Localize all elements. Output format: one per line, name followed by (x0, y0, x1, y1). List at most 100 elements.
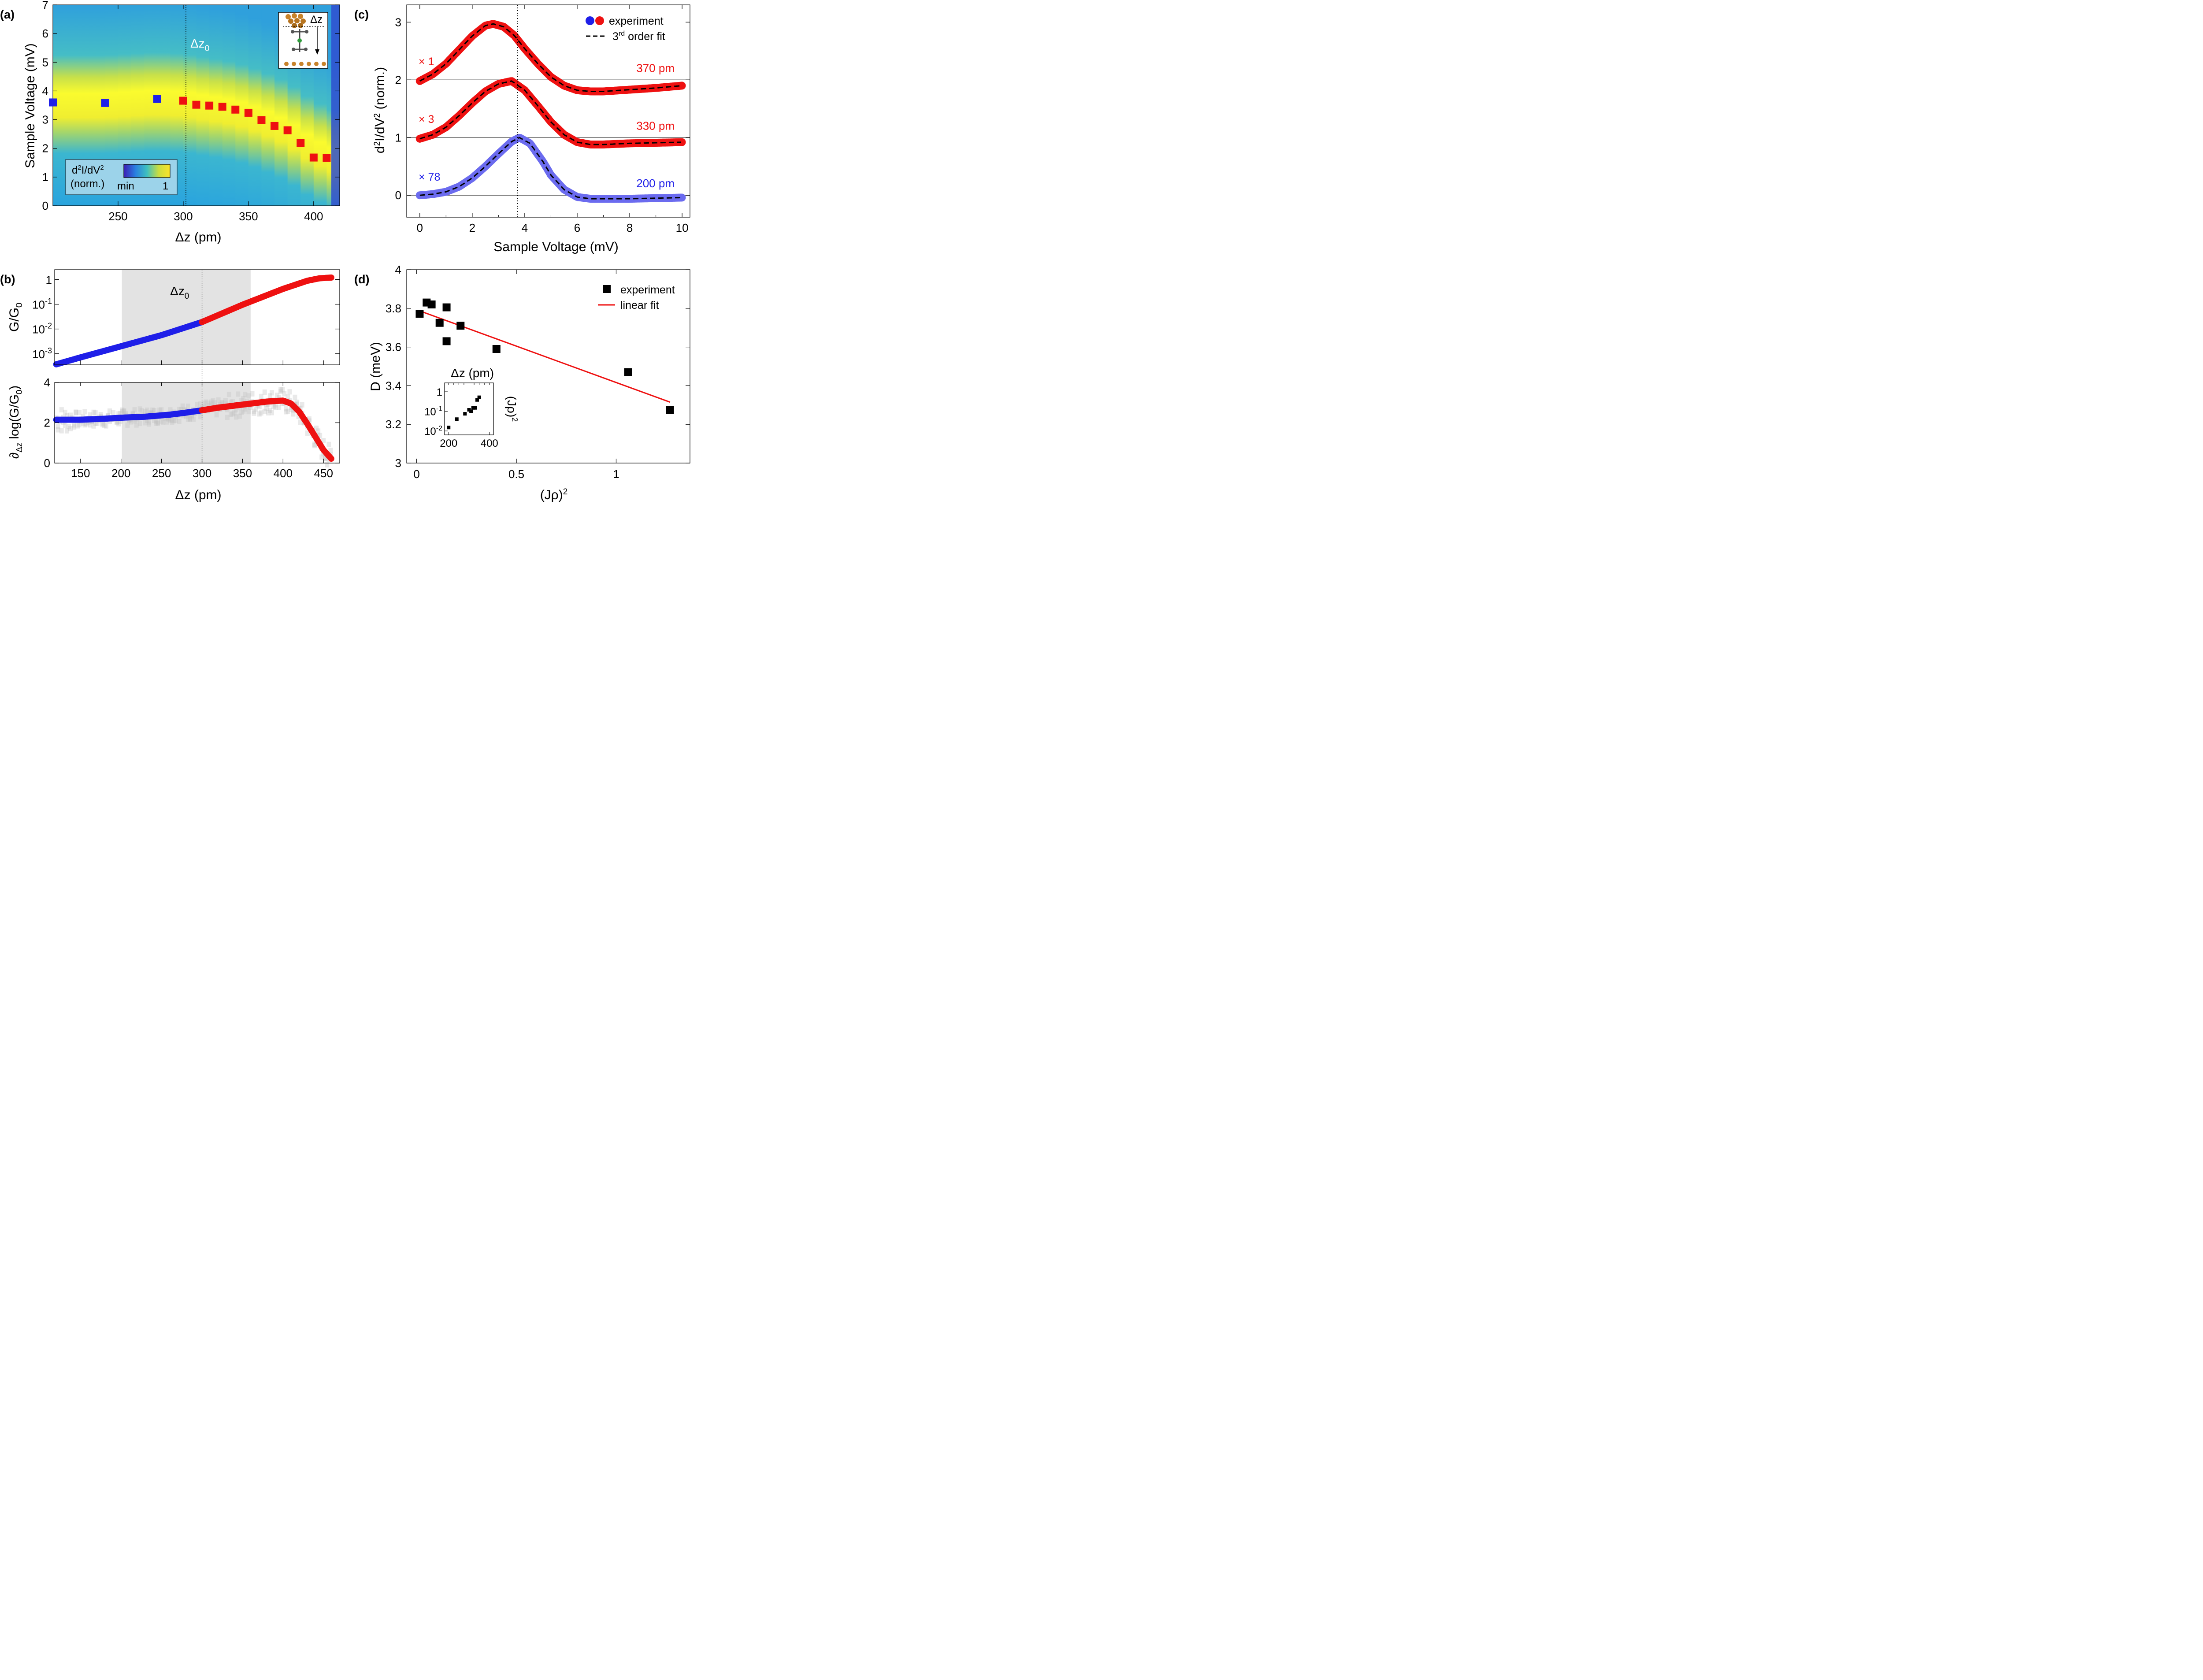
data-point-d (666, 406, 674, 414)
noise-point (277, 404, 282, 410)
axes-frame-b-top (54, 269, 340, 365)
noise-point (95, 420, 100, 426)
noise-point (269, 410, 274, 415)
inset-point (477, 395, 481, 399)
noise-point (228, 412, 233, 417)
heatmap-edge-column (331, 5, 340, 206)
multiplier-label: × 1 (419, 56, 434, 68)
inset-point (471, 406, 475, 410)
noise-point (122, 409, 126, 415)
y-tick-label-a: 5 (42, 56, 48, 69)
tick-exp: -1 (436, 405, 442, 413)
y-tick-label-a: 6 (42, 27, 48, 40)
noise-point (246, 393, 251, 399)
tick-exp: -2 (436, 425, 442, 432)
noise-point (102, 423, 107, 428)
y-tick-label-c: 0 (395, 189, 401, 202)
noise-point (177, 407, 182, 412)
noise-point (120, 407, 125, 413)
noise-point (184, 413, 189, 419)
noise-point (205, 400, 210, 406)
legend-marker-square (603, 285, 611, 293)
curve-label-330 pm: 330 pm (636, 119, 675, 132)
inset-y-tick-label: 10-1 (424, 405, 442, 418)
legend-experiment-d: experiment (620, 284, 675, 296)
noise-point (116, 411, 121, 417)
noise-point (280, 387, 285, 393)
noise-point (100, 422, 105, 427)
noise-point (146, 419, 151, 425)
data-point-d (435, 319, 444, 327)
noise-point (257, 404, 262, 409)
noise-point (243, 406, 248, 412)
noise-point (164, 419, 169, 425)
noise-point (294, 399, 299, 405)
noise-point (156, 420, 160, 426)
noise-point (182, 407, 187, 412)
data-point-d (427, 300, 436, 309)
noise-point (185, 403, 190, 409)
tick-base: 10 (424, 426, 436, 438)
fit-line-200 pm (419, 137, 681, 200)
noise-point (225, 407, 230, 412)
noise-point (307, 418, 312, 424)
inset-title-d: Δz (pm) (451, 366, 494, 380)
data-point-d (456, 322, 465, 330)
y-tick-label-b-top: 10-2 (32, 322, 52, 336)
noise-point (300, 402, 304, 408)
data-marker-red (192, 100, 200, 109)
noise-point (253, 406, 258, 412)
noise-point (168, 418, 173, 423)
x-tick-label-d: 1 (613, 467, 619, 481)
noise-point (72, 424, 77, 430)
data-marker-blue (101, 99, 109, 107)
noise-point (88, 412, 93, 418)
noise-point (63, 423, 67, 428)
data-point-d (492, 345, 501, 353)
noise-point (125, 422, 130, 428)
noise-point (75, 423, 80, 429)
noise-point (189, 412, 194, 418)
legend-c: experiment 3rd order fit (586, 15, 665, 43)
x-tick-label-d: 0.5 (508, 467, 524, 481)
heatmap-column-fill (196, 5, 210, 7)
noise-point (187, 416, 192, 422)
x-tick-label-b: 300 (193, 467, 211, 480)
noise-point (59, 407, 64, 413)
legend-d: experiment linear fit (598, 284, 675, 312)
noise-point (134, 422, 139, 428)
noise-point (132, 418, 137, 424)
y-axis-title-a: Sample Voltage (mV) (23, 43, 37, 168)
noise-point (273, 402, 278, 408)
noise-point (91, 409, 96, 415)
y-tick-label-a: 0 (42, 199, 48, 212)
data-marker-red (323, 154, 331, 162)
series-group-b-bottom (53, 397, 334, 462)
x-tick-label-b: 450 (314, 467, 333, 480)
y-axis-title-d: D (meV) (368, 342, 383, 391)
data-markers-a (49, 95, 331, 162)
noise-point (323, 455, 328, 461)
noise-point (163, 416, 167, 422)
inset-x-tick-label: 400 (481, 438, 498, 449)
noise-point (259, 393, 263, 399)
data-marker-red (231, 105, 240, 114)
noise-point (223, 401, 228, 406)
series-b-bottom-red (328, 456, 334, 462)
noise-point (77, 409, 82, 415)
noise-point (219, 400, 224, 405)
heatmap-column-fill (261, 5, 275, 24)
noise-point (252, 410, 256, 416)
inset-point (455, 417, 459, 421)
panel-d-label: (d) (354, 273, 369, 286)
y-tick-label-a: 7 (42, 0, 48, 11)
noise-point (91, 423, 96, 429)
noise-point (209, 401, 214, 407)
noise-point (178, 407, 183, 412)
noise-point (82, 409, 87, 415)
noise-point (98, 412, 103, 418)
noise-point (273, 404, 278, 410)
noise-point (100, 420, 105, 426)
